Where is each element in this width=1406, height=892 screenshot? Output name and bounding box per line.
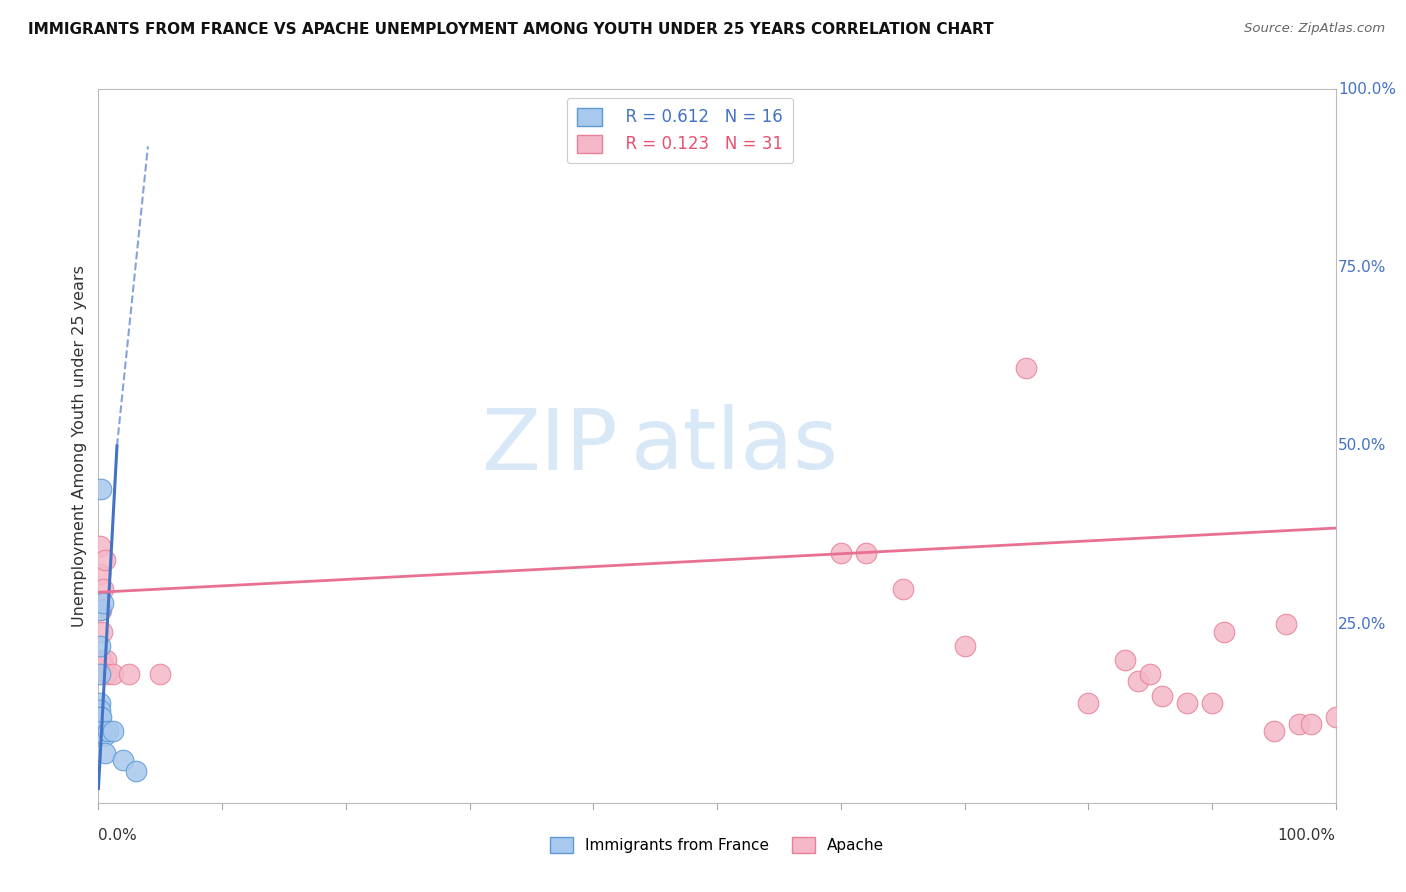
Point bbox=[118, 667, 141, 681]
Text: 0.0%: 0.0% bbox=[98, 828, 138, 843]
Point bbox=[830, 546, 852, 560]
Point bbox=[103, 724, 125, 739]
Text: 50.0%: 50.0% bbox=[1339, 439, 1386, 453]
Point bbox=[89, 639, 111, 653]
Point bbox=[891, 582, 914, 596]
Point bbox=[112, 753, 135, 767]
Point bbox=[1201, 696, 1223, 710]
Point bbox=[96, 667, 118, 681]
Point bbox=[1324, 710, 1347, 724]
Point bbox=[89, 539, 111, 553]
Point bbox=[89, 567, 111, 582]
Point bbox=[103, 667, 125, 681]
Point bbox=[90, 482, 112, 496]
Point bbox=[89, 703, 111, 717]
Point bbox=[1139, 667, 1161, 681]
Point bbox=[93, 728, 115, 742]
Point bbox=[91, 653, 114, 667]
Text: ZIP: ZIP bbox=[482, 404, 619, 488]
Legend: Immigrants from France, Apache: Immigrants from France, Apache bbox=[544, 830, 890, 859]
Point bbox=[1213, 624, 1236, 639]
Point bbox=[91, 624, 114, 639]
Point bbox=[1114, 653, 1136, 667]
Y-axis label: Unemployment Among Youth under 25 years: Unemployment Among Youth under 25 years bbox=[72, 265, 87, 627]
Point bbox=[90, 603, 112, 617]
Point bbox=[149, 667, 172, 681]
Text: Source: ZipAtlas.com: Source: ZipAtlas.com bbox=[1244, 22, 1385, 36]
Point bbox=[89, 603, 111, 617]
Text: 25.0%: 25.0% bbox=[1339, 617, 1386, 632]
Point bbox=[1175, 696, 1198, 710]
Text: 100.0%: 100.0% bbox=[1339, 82, 1396, 96]
Point bbox=[1126, 674, 1149, 689]
Point bbox=[93, 660, 115, 674]
Point bbox=[93, 596, 115, 610]
Point bbox=[93, 746, 115, 760]
Point bbox=[91, 724, 114, 739]
Point bbox=[97, 724, 120, 739]
Text: 100.0%: 100.0% bbox=[1278, 828, 1336, 843]
Point bbox=[1152, 689, 1174, 703]
Text: atlas: atlas bbox=[630, 404, 838, 488]
Point bbox=[1299, 717, 1322, 731]
Point bbox=[855, 546, 877, 560]
Point bbox=[1288, 717, 1310, 731]
Point bbox=[1275, 617, 1298, 632]
Point bbox=[89, 696, 111, 710]
Point bbox=[90, 710, 112, 724]
Point bbox=[93, 582, 115, 596]
Point bbox=[953, 639, 976, 653]
Point bbox=[94, 653, 117, 667]
Point bbox=[1263, 724, 1285, 739]
Point bbox=[124, 764, 146, 778]
Point bbox=[1077, 696, 1099, 710]
Point bbox=[89, 667, 111, 681]
Point bbox=[1015, 360, 1038, 375]
Point bbox=[89, 710, 111, 724]
Text: IMMIGRANTS FROM FRANCE VS APACHE UNEMPLOYMENT AMONG YOUTH UNDER 25 YEARS CORRELA: IMMIGRANTS FROM FRANCE VS APACHE UNEMPLO… bbox=[28, 22, 994, 37]
Text: 75.0%: 75.0% bbox=[1339, 260, 1386, 275]
Point bbox=[93, 553, 115, 567]
